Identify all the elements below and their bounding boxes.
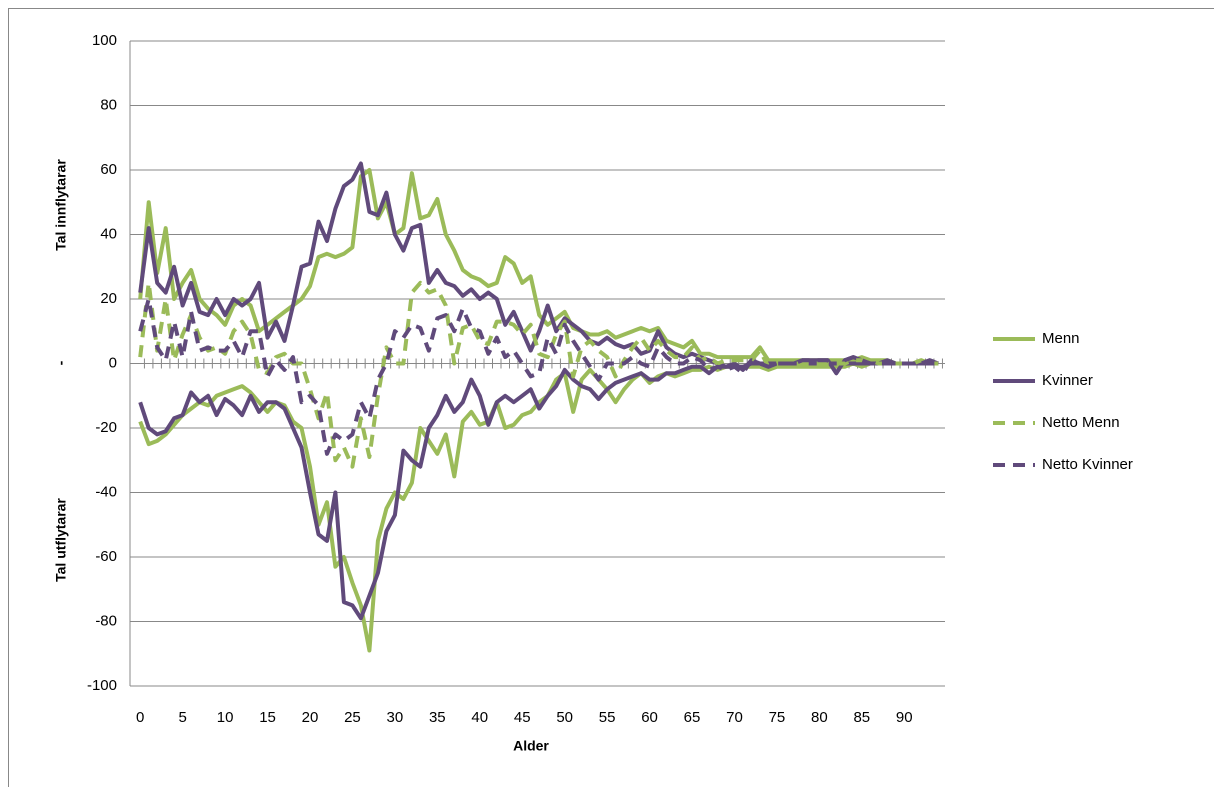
x-tick-label: 10: [217, 709, 234, 726]
net-line: [138, 280, 939, 469]
x-tick-label: 20: [302, 709, 319, 726]
x-tick-label: 90: [896, 709, 913, 726]
y-tick-label: -60: [95, 548, 117, 565]
y-tick-label: 80: [100, 96, 117, 113]
x-tick-label: 35: [429, 709, 446, 726]
x-tick-label: 15: [259, 709, 276, 726]
legend-label: Kvinner: [1042, 372, 1093, 389]
x-tick-label: 60: [641, 709, 658, 726]
y-tick-label: 100: [92, 32, 117, 49]
y-tick-label: 40: [100, 225, 117, 242]
x-tick-label: 80: [811, 709, 828, 726]
y-tick-label: -80: [95, 612, 117, 629]
y-tick-label: -20: [95, 419, 117, 436]
x-tick-label: 0: [136, 709, 144, 726]
flow-line: [138, 361, 939, 653]
x-tick-label: 70: [726, 709, 743, 726]
x-tick-label: 55: [599, 709, 616, 726]
x-tick-label: 45: [514, 709, 531, 726]
y-axis-title: -: [53, 360, 69, 365]
x-tick-label: 65: [684, 709, 701, 726]
chart-frame: [8, 8, 1214, 787]
y-axis-title: Tal innflytarar: [53, 159, 69, 251]
x-tick-label: 85: [853, 709, 870, 726]
y-axis-title: Tal utflytarar: [53, 498, 69, 582]
y-tick-label: 0: [109, 354, 117, 371]
y-tick-label: 60: [100, 161, 117, 178]
x-tick-label: 75: [769, 709, 786, 726]
x-tick-label: 5: [178, 709, 186, 726]
legend-label: Menn: [1042, 330, 1080, 347]
x-tick-label: 50: [556, 709, 573, 726]
y-tick-label: -40: [95, 483, 117, 500]
legend-label: Netto Kvinner: [1042, 456, 1133, 473]
x-tick-label: 30: [387, 709, 404, 726]
legend-label: Netto Menn: [1042, 414, 1120, 431]
y-tick-label: 20: [100, 290, 117, 307]
x-tick-label: 40: [471, 709, 488, 726]
net-line: [138, 297, 939, 456]
x-tick-label: 25: [344, 709, 361, 726]
y-tick-label: -100: [87, 677, 117, 694]
x-axis-title: Alder: [513, 738, 549, 754]
